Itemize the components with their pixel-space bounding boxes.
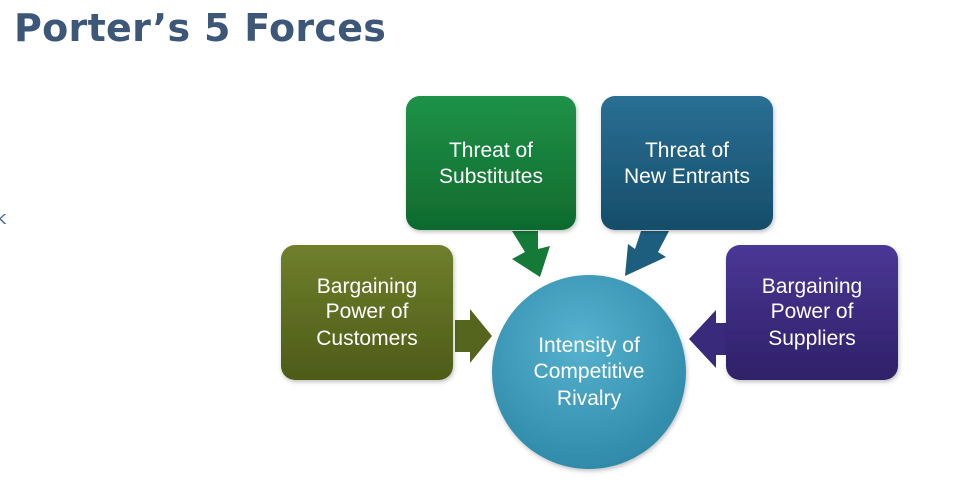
arrow-new-entrants-to-rivalry bbox=[625, 231, 669, 276]
arrow-suppliers-to-rivalry bbox=[689, 310, 728, 368]
force-label-customers-line1: Bargaining bbox=[317, 275, 417, 298]
page-title: Porter’s 5 Forces bbox=[14, 6, 387, 50]
force-box-customers: Bargaining Power of Customers bbox=[281, 245, 453, 380]
force-label-customers-line3: Customers bbox=[316, 327, 418, 350]
force-label-customers-line2: Power of bbox=[326, 300, 409, 323]
center-label-line2: Competitive bbox=[534, 360, 645, 383]
arrow-customers-to-rivalry bbox=[455, 309, 492, 363]
force-box-suppliers: Bargaining Power of Suppliers bbox=[726, 245, 898, 380]
force-box-substitutes: Threat of Substitutes bbox=[406, 96, 576, 230]
force-label-new-entrants-line1: Threat of bbox=[645, 139, 729, 162]
force-label-substitutes-line1: Threat of bbox=[449, 139, 533, 162]
force-label-suppliers-line2: Power of bbox=[771, 300, 854, 323]
arrow-substitutes-to-rivalry bbox=[512, 231, 550, 277]
center-circle-rivalry: Intensity of Competitive Rivalry bbox=[492, 275, 686, 469]
force-label-new-entrants-line2: New Entrants bbox=[624, 165, 750, 188]
force-box-new-entrants: Threat of New Entrants bbox=[601, 96, 773, 230]
center-label-line3: Rivalry bbox=[557, 387, 622, 410]
center-label-line1: Intensity of bbox=[538, 334, 640, 357]
force-label-suppliers-line1: Bargaining bbox=[762, 275, 862, 298]
force-label-substitutes-line2: Substitutes bbox=[439, 165, 543, 188]
cropped-text-fragment: k bbox=[0, 208, 7, 229]
force-label-suppliers-line3: Suppliers bbox=[768, 327, 856, 350]
